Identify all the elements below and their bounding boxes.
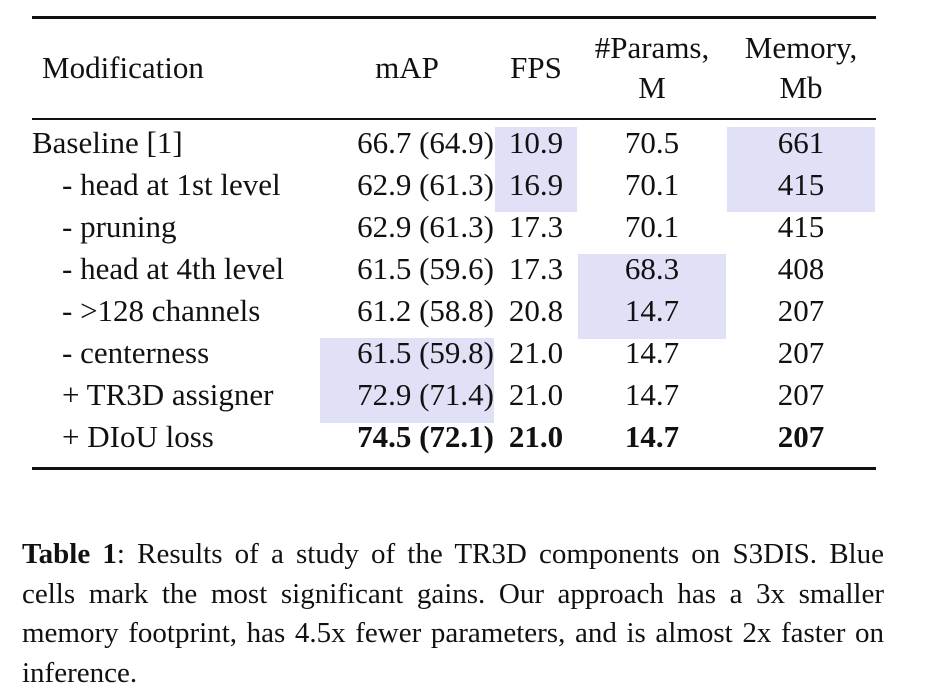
table-bottom-rule	[32, 467, 876, 470]
highlight-fps-baseline-head1	[495, 127, 577, 212]
cell-memory: 661	[777, 125, 825, 160]
cell-memory: 207	[777, 419, 825, 454]
cell-memory: 207	[777, 335, 825, 370]
header-modification: Modification	[42, 50, 204, 85]
table-row: - pruning 62.9 (61.3) 17.3 70.1 415	[32, 206, 876, 248]
highlight-memory-baseline-head1	[727, 127, 875, 212]
table-row: - centerness 61.5 (59.8) 21.0 14.7 207	[32, 332, 876, 374]
cell-params: 70.1	[624, 209, 680, 244]
cell-fps: 21.0	[508, 419, 564, 454]
cell-fps: 10.9	[508, 125, 564, 160]
cell-map: 66.7 (64.9)	[357, 125, 494, 160]
cell-fps: 21.0	[508, 335, 564, 370]
table-row-best: + DIoU loss 74.5 (72.1) 21.0 14.7 207	[32, 416, 876, 458]
header-memory-line2: Mb	[779, 70, 823, 105]
cell-fps: 17.3	[508, 251, 564, 286]
cell-modification: - centerness	[62, 335, 210, 370]
header-map: mAP	[375, 50, 439, 85]
cell-params: 70.5	[624, 125, 680, 160]
highlight-map-centerness-assigner	[320, 338, 494, 423]
cell-map: 62.9 (61.3)	[357, 167, 494, 202]
cell-fps: 20.8	[508, 293, 564, 328]
cell-params: 14.7	[624, 293, 680, 328]
cell-map: 62.9 (61.3)	[357, 209, 494, 244]
cell-params: 14.7	[624, 335, 680, 370]
cell-memory: 207	[777, 293, 825, 328]
results-table: Modification mAP FPS #Params, M Memory, …	[32, 22, 876, 454]
caption-label: Table 1	[22, 538, 117, 570]
cell-fps: 17.3	[508, 209, 564, 244]
table-row: Baseline [1] 66.7 (64.9) 10.9 70.5 661	[32, 122, 876, 164]
cell-map: 72.9 (71.4)	[357, 377, 494, 412]
header-memory: Memory, Mb	[726, 22, 876, 114]
cell-modification: + TR3D assigner	[62, 377, 274, 412]
header-params: #Params, M	[578, 22, 726, 114]
cell-params: 68.3	[624, 251, 680, 286]
cell-map: 61.5 (59.6)	[357, 251, 494, 286]
cell-memory: 207	[777, 377, 825, 412]
header-params-line2: M	[638, 70, 666, 105]
cell-params: 14.7	[624, 377, 680, 412]
cell-modification: - head at 1st level	[62, 167, 281, 202]
cell-params: 14.7	[624, 419, 680, 454]
cell-memory: 415	[777, 167, 825, 202]
cell-params: 70.1	[624, 167, 680, 202]
table-top-rule	[32, 16, 876, 19]
cell-fps: 16.9	[508, 167, 564, 202]
table-row: - >128 channels 61.2 (58.8) 20.8 14.7 20…	[32, 290, 876, 332]
cell-fps: 21.0	[508, 377, 564, 412]
header-params-line1: #Params,	[594, 30, 710, 65]
table-row: + TR3D assigner 72.9 (71.4) 21.0 14.7 20…	[32, 374, 876, 416]
table-header-rule	[32, 118, 876, 120]
cell-modification: + DIoU loss	[62, 419, 214, 454]
table-row: - head at 1st level 62.9 (61.3) 16.9 70.…	[32, 164, 876, 206]
highlight-params-head4-channels	[578, 254, 726, 339]
cell-modification: - pruning	[62, 209, 177, 244]
cell-memory: 415	[777, 209, 825, 244]
cell-map: 61.5 (59.8)	[357, 335, 494, 370]
table-header-row: Modification mAP FPS #Params, M Memory, …	[32, 22, 876, 114]
cell-modification: - head at 4th level	[62, 251, 285, 286]
header-fps: FPS	[510, 50, 562, 85]
cell-modification: - >128 channels	[62, 293, 261, 328]
table-caption: Table 1: Results of a study of the TR3D …	[22, 535, 884, 693]
table-row: - head at 4th level 61.5 (59.6) 17.3 68.…	[32, 248, 876, 290]
cell-map: 61.2 (58.8)	[357, 293, 494, 328]
cell-map: 74.5 (72.1)	[357, 419, 494, 454]
cell-memory: 408	[777, 251, 825, 286]
header-memory-line1: Memory,	[744, 30, 858, 65]
cell-modification: Baseline [1]	[32, 125, 183, 160]
